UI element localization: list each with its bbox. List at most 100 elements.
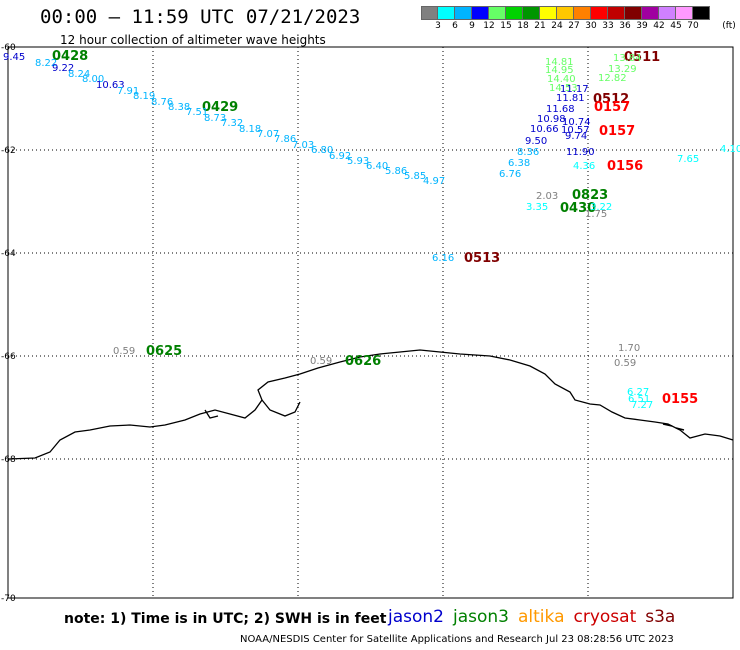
color-scale-swatch	[642, 6, 659, 20]
pass-time-label: 0513	[464, 251, 500, 266]
color-scale-swatch	[523, 6, 540, 20]
swh-value: 2.03	[536, 191, 558, 202]
color-scale-swatch	[659, 6, 676, 20]
swh-value: 6.27	[627, 387, 649, 398]
lat-tick-label: -68	[1, 455, 16, 465]
color-scale-label: 3	[435, 21, 441, 31]
color-scale-swatch	[472, 6, 489, 20]
swh-value: 5.85	[404, 171, 426, 182]
swh-value: 9.50	[525, 136, 547, 147]
legend-s3a: s3a	[645, 607, 676, 627]
swh-value: 11.17	[560, 84, 589, 95]
color-scale-label: 33	[602, 21, 614, 31]
swh-value: 1.70	[618, 343, 640, 354]
color-scale-label: 36	[619, 21, 631, 31]
swh-value: 7.51	[186, 107, 208, 118]
lat-tick-label: -62	[1, 146, 16, 156]
swh-value: 8.38	[168, 102, 190, 113]
swh-value: 10.66	[530, 124, 559, 135]
color-scale-swatch	[421, 6, 438, 20]
swh-value: 10.74	[562, 117, 591, 128]
color-scale-label: 21	[534, 21, 546, 31]
swh-value: 6.51	[628, 394, 650, 405]
color-scale-labels: 3 6 9 12 15 18 21 24 27 30 33 36 39 42 45 70 (ft)	[421, 21, 740, 33]
swh-value: 6.76	[499, 169, 521, 180]
swh-value: 7.65	[677, 154, 699, 165]
color-scale-label: 27	[568, 21, 580, 31]
swh-value: 14.95	[545, 65, 574, 76]
swh-value: 7.07	[257, 129, 279, 140]
satellite-legend: jason2 jason3 altika cryosat s3a	[388, 607, 684, 627]
swh-value: 5.93	[347, 156, 369, 167]
legend-jason3: jason3	[453, 607, 509, 627]
pass-time-label: 0157	[599, 124, 635, 139]
swh-value: 8.36	[517, 147, 539, 158]
chart-title: 00:00 – 11:59 UTC 07/21/2023	[40, 6, 361, 28]
swh-value: 3.35	[526, 202, 548, 213]
swh-value: 1.75	[585, 209, 607, 220]
pass-time-label: 0428	[52, 49, 88, 64]
color-scale-label: 70	[687, 21, 699, 31]
swh-value: 14.40	[547, 74, 576, 85]
swh-value: 8.73	[204, 113, 226, 124]
pass-time-label: 0157	[594, 100, 630, 115]
swh-value: 12.82	[598, 73, 627, 84]
lat-tick-label: -60	[1, 43, 16, 53]
color-scale-label: 45	[670, 21, 682, 31]
legend-jason2: jason2	[388, 607, 444, 627]
lat-tick-label: -66	[1, 352, 16, 362]
swh-value: 7.03	[292, 140, 314, 151]
coastline-inlet	[261, 399, 301, 417]
color-scale-swatch	[625, 6, 642, 20]
swh-value: 7.32	[221, 118, 243, 129]
swh-value: 10.57	[561, 125, 590, 136]
pass-time-label: 0823	[572, 188, 608, 203]
swh-value: 4.97	[423, 176, 445, 187]
swh-value: 0.59	[614, 358, 636, 369]
swh-value: 14.81	[545, 57, 574, 68]
swh-value: 8.19	[133, 91, 155, 102]
map-frame	[7, 46, 734, 599]
coastline-islet	[675, 427, 685, 431]
color-scale-label: 12	[483, 21, 495, 31]
swh-value: 10.63	[96, 80, 125, 91]
lat-tick-label: -70	[1, 594, 16, 604]
chart-subtitle: 12 hour collection of altimeter wave hei…	[60, 33, 326, 47]
swh-value: 10.98	[537, 114, 566, 125]
pass-time-label: 0625	[146, 344, 182, 359]
color-scale-label: 24	[551, 21, 563, 31]
swh-value: 11.81	[556, 93, 585, 104]
antarctic-coastline	[7, 349, 734, 460]
color-scale-swatch	[693, 6, 710, 20]
lat-tick-label: -64	[1, 249, 16, 259]
color-scale-swatch	[455, 6, 472, 20]
swh-value: 4.10	[720, 144, 740, 155]
swh-value: 6.16	[432, 253, 454, 264]
color-scale-label: 42	[653, 21, 665, 31]
swh-value: 4.36	[573, 161, 595, 172]
pass-time-label: 0430	[560, 201, 596, 216]
swh-value: 0.59	[310, 356, 332, 367]
altimeter-map: 454851545760-60-62-64-66-68-700428042905…	[1, 43, 740, 604]
footer-note: note: 1) Time is in UTC; 2) SWH is in fe…	[64, 611, 387, 627]
color-scale-swatch	[608, 6, 625, 20]
swh-value: 11.90	[566, 147, 595, 158]
pass-time-label: 0626	[345, 354, 381, 369]
legend-altika: altika	[518, 607, 565, 627]
color-scale-swatch	[557, 6, 574, 20]
swh-value: 8.76	[151, 97, 173, 108]
swh-value: 11.68	[546, 104, 575, 115]
swh-value: 13.84	[613, 53, 642, 64]
color-scale-swatch	[540, 6, 557, 20]
pass-time-label: 0429	[202, 100, 238, 115]
color-scale-label: 30	[585, 21, 597, 31]
swh-value: 8.00	[82, 74, 104, 85]
swh-value: 3.22	[590, 202, 612, 213]
swh-value: 14.53	[549, 83, 578, 94]
swh-value: 9.74	[565, 131, 587, 142]
legend-cryosat: cryosat	[573, 607, 637, 627]
color-scale-label: 18	[517, 21, 529, 31]
swh-value: 8.24	[68, 69, 90, 80]
pass-time-label: 0156	[607, 159, 643, 174]
swh-value: 13.29	[608, 64, 637, 75]
